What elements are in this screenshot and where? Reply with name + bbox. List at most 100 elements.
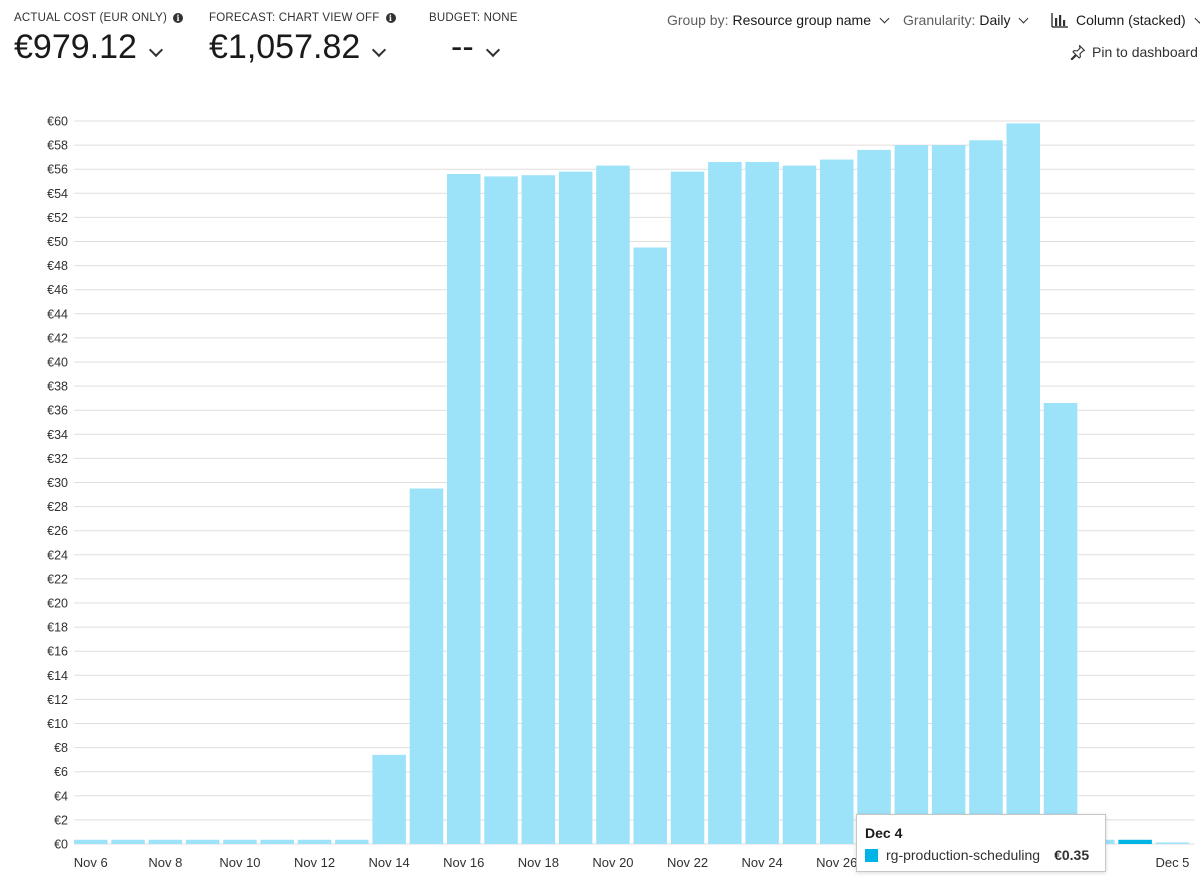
info-icon[interactable]: i — [173, 13, 184, 23]
kpi-forecast-label: FORECAST: CHART VIEW OFF — [209, 12, 380, 24]
tooltip-row: rg-production-scheduling €0.35 — [865, 847, 1097, 863]
y-tick-label: €54 — [47, 187, 68, 201]
tooltip-title: Dec 4 — [865, 825, 903, 841]
chevron-down-icon[interactable] — [485, 42, 500, 58]
y-tick-label: €20 — [47, 597, 68, 611]
y-tick-label: €6 — [54, 765, 68, 779]
chart-bar[interactable] — [670, 171, 705, 845]
chart-bar[interactable] — [260, 839, 295, 844]
y-tick-label: €28 — [47, 500, 68, 514]
y-tick-label: €30 — [47, 476, 68, 490]
chart-bar[interactable] — [74, 839, 108, 844]
group-by-value: Resource group name — [732, 12, 872, 28]
chart-bar[interactable] — [1118, 839, 1152, 844]
chart-bar[interactable] — [223, 839, 257, 844]
chart-bar[interactable] — [820, 159, 854, 844]
y-tick-label: €32 — [47, 452, 68, 466]
y-tick-label: €36 — [47, 404, 68, 418]
kpi-forecast-value: €1,057.82 — [209, 28, 361, 66]
y-tick-label: €44 — [47, 307, 68, 321]
pin-icon — [1070, 44, 1086, 60]
kpi-forecast[interactable]: FORECAST: CHART VIEW OFF i €1,057.82 — [209, 12, 396, 67]
x-tick-label: Dec 5 — [1155, 855, 1189, 870]
kpi-forecast-label-row: FORECAST: CHART VIEW OFF i — [209, 12, 396, 24]
chart-bar[interactable] — [969, 140, 1003, 844]
chart-bar[interactable] — [633, 247, 668, 844]
chart-bar[interactable] — [297, 839, 332, 844]
chart-bar[interactable] — [521, 175, 556, 845]
x-tick-label: Nov 14 — [369, 855, 410, 870]
chart-bar[interactable] — [894, 145, 929, 845]
x-tick-label: Nov 8 — [148, 855, 182, 870]
kpi-actual-cost-value-row: €979.12 — [14, 28, 183, 67]
y-tick-label: €10 — [47, 717, 68, 731]
chart-bar[interactable] — [782, 165, 817, 844]
chart-type-value: Column (stacked) — [1076, 12, 1186, 28]
chart-bar[interactable] — [931, 145, 966, 845]
kpi-forecast-value-row: €1,057.82 — [209, 28, 396, 67]
y-tick-label: €18 — [47, 621, 68, 635]
chart-bar[interactable] — [484, 176, 518, 844]
chevron-down-icon[interactable] — [148, 42, 163, 58]
kpi-actual-cost-value: €979.12 — [14, 28, 137, 66]
y-tick-label: €14 — [47, 669, 68, 683]
tooltip-series-swatch — [865, 848, 878, 862]
chart-bar[interactable] — [1155, 842, 1190, 845]
cost-column-chart: €0 €2 €4 €6 €8 €10 €12 €14 €16 €18 €20 €22 €24 €26 €28… — [47, 115, 1195, 870]
granularity-value: Daily — [979, 12, 1011, 28]
chart-bar[interactable] — [1043, 402, 1078, 844]
y-tick-label: €50 — [47, 235, 68, 249]
kpi-budget[interactable]: BUDGET: NONE -- — [429, 12, 518, 67]
kpi-budget-value: -- — [451, 28, 474, 66]
y-tick-label: €8 — [54, 741, 68, 755]
kpi-actual-cost-label: ACTUAL COST (EUR ONLY) — [14, 12, 168, 24]
info-icon[interactable]: i — [385, 13, 396, 23]
y-tick-label: €38 — [47, 380, 68, 394]
x-tick-label: Nov 16 — [443, 855, 484, 870]
chart-bar[interactable] — [745, 161, 779, 845]
chart-bar[interactable] — [708, 161, 742, 845]
kpi-budget-value-row: -- — [429, 28, 518, 67]
y-tick-label: €22 — [47, 572, 68, 586]
y-tick-label: €42 — [47, 331, 68, 345]
x-tick-label: Nov 24 — [742, 855, 783, 870]
y-tick-label: €40 — [47, 356, 68, 370]
y-tick-label: €24 — [47, 548, 68, 562]
chevron-down-icon — [1019, 13, 1029, 23]
chevron-down-icon — [879, 13, 890, 23]
y-axis: €0 €2 €4 €6 €8 €10 €12 €14 €16 €18 €20 €22 €24 €26 €28… — [47, 115, 68, 852]
y-tick-label: €58 — [47, 139, 68, 153]
chart-bar[interactable] — [558, 171, 593, 845]
chart-bar[interactable] — [111, 839, 145, 844]
chart-bar[interactable] — [596, 165, 630, 844]
kpi-actual-cost[interactable]: ACTUAL COST (EUR ONLY) i €979.12 — [14, 12, 184, 67]
group-by-dropdown[interactable]: Group by: Resource group name — [667, 12, 890, 28]
group-by-label: Group by: — [667, 12, 729, 28]
x-tick-label: Nov 18 — [518, 855, 559, 870]
y-tick-label: €60 — [47, 115, 68, 129]
chevron-down-icon — [1194, 13, 1200, 23]
chart-type-dropdown[interactable]: Column (stacked) — [1051, 12, 1200, 28]
chart-bar[interactable] — [335, 839, 369, 844]
chart-bars — [74, 123, 1190, 845]
granularity-label: Granularity: — [903, 12, 976, 28]
pin-to-dashboard-button[interactable]: Pin to dashboard — [1070, 44, 1198, 60]
tooltip-series-name: rg-production-scheduling — [886, 847, 1041, 863]
kpi-actual-cost-label-row: ACTUAL COST (EUR ONLY) i — [14, 12, 184, 24]
chart-bar[interactable] — [148, 839, 183, 844]
chart-bar[interactable] — [372, 754, 406, 844]
chart-bar[interactable] — [185, 839, 220, 844]
chart-bar[interactable] — [1006, 123, 1041, 844]
y-tick-label: €12 — [47, 693, 68, 707]
y-tick-label: €26 — [47, 524, 68, 538]
y-tick-label: €52 — [47, 211, 68, 225]
tooltip-value: €0.35 — [1054, 847, 1090, 863]
chart-bar[interactable] — [857, 149, 891, 845]
chart-bar[interactable] — [447, 174, 481, 844]
y-tick-label: €48 — [47, 259, 68, 273]
y-tick-label: €56 — [47, 163, 68, 177]
chevron-down-icon[interactable] — [372, 42, 387, 58]
granularity-dropdown[interactable]: Granularity: Daily — [903, 12, 1029, 28]
column-chart-icon — [1051, 12, 1068, 28]
chart-bar[interactable] — [409, 488, 444, 844]
